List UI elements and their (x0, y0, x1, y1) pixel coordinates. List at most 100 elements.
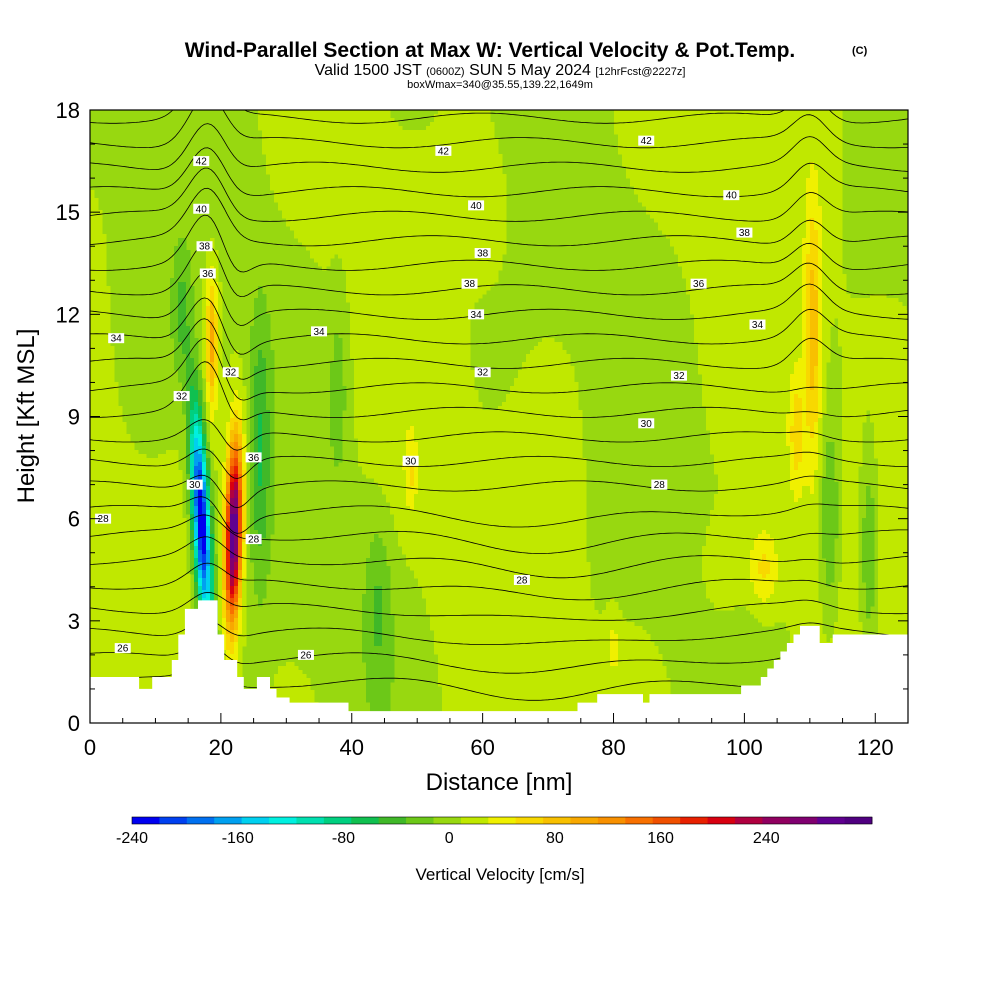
velocity-cell (466, 142, 471, 147)
velocity-cell (838, 130, 843, 135)
velocity-cell (462, 270, 467, 275)
velocity-cell (462, 122, 467, 127)
velocity-cell (790, 234, 795, 239)
velocity-cell (206, 278, 211, 283)
velocity-cell (370, 226, 375, 231)
velocity-cell (446, 110, 451, 115)
velocity-cell (434, 214, 439, 219)
velocity-cell (378, 270, 383, 275)
velocity-cell (434, 258, 439, 263)
velocity-cell (366, 190, 371, 195)
velocity-cell (322, 118, 327, 123)
velocity-cell (618, 126, 623, 131)
velocity-cell (322, 202, 327, 207)
velocity-cell (742, 290, 747, 295)
velocity-cell (342, 146, 347, 151)
velocity-cell (762, 254, 767, 259)
velocity-cell (286, 182, 291, 187)
velocity-cell (470, 154, 475, 159)
velocity-cell (690, 210, 695, 215)
velocity-cell (486, 182, 491, 187)
velocity-cell (366, 138, 371, 143)
velocity-cell (734, 234, 739, 239)
velocity-cell (346, 254, 351, 259)
velocity-cell (338, 134, 343, 139)
velocity-cell (322, 158, 327, 163)
velocity-cell (750, 210, 755, 215)
velocity-cell (710, 154, 715, 159)
velocity-cell (386, 146, 391, 151)
velocity-cell (678, 242, 683, 247)
velocity-cell (362, 278, 367, 283)
velocity-cell (90, 270, 95, 275)
velocity-cell (814, 206, 819, 211)
velocity-cell (818, 254, 823, 259)
velocity-cell (714, 226, 719, 231)
velocity-cell (818, 234, 823, 239)
velocity-cell (838, 158, 843, 163)
velocity-cell (438, 278, 443, 283)
velocity-cell (354, 158, 359, 163)
velocity-cell (638, 162, 643, 167)
velocity-cell (710, 158, 715, 163)
velocity-cell (338, 222, 343, 227)
velocity-cell (490, 146, 495, 151)
velocity-cell (274, 166, 279, 171)
velocity-cell (434, 226, 439, 231)
velocity-cell (394, 126, 399, 131)
velocity-cell (374, 162, 379, 167)
velocity-cell (334, 110, 339, 115)
velocity-cell (390, 118, 395, 123)
velocity-cell (206, 250, 211, 255)
velocity-cell (426, 134, 431, 139)
velocity-cell (822, 198, 827, 203)
velocity-cell (694, 254, 699, 259)
velocity-cell (726, 210, 731, 215)
velocity-cell (730, 182, 735, 187)
velocity-cell (358, 126, 363, 131)
velocity-cell (638, 194, 643, 199)
velocity-cell (446, 202, 451, 207)
velocity-cell (450, 238, 455, 243)
velocity-cell (482, 194, 487, 199)
velocity-cell (258, 110, 263, 115)
velocity-cell (378, 262, 383, 267)
velocity-cell (330, 234, 335, 239)
velocity-cell (630, 146, 635, 151)
velocity-cell (342, 202, 347, 207)
velocity-cell (394, 230, 399, 235)
velocity-cell (490, 150, 495, 155)
velocity-cell (770, 278, 775, 283)
velocity-cell (694, 118, 699, 123)
velocity-cell (370, 206, 375, 211)
velocity-cell (818, 290, 823, 295)
velocity-cell (714, 250, 719, 255)
velocity-cell (454, 118, 459, 123)
velocity-cell (614, 122, 619, 127)
velocity-cell (778, 146, 783, 151)
velocity-cell (706, 146, 711, 151)
velocity-cell (330, 190, 335, 195)
velocity-cell (742, 274, 747, 279)
velocity-cell (390, 206, 395, 211)
velocity-cell (414, 222, 419, 227)
velocity-cell (706, 110, 711, 115)
velocity-cell (498, 226, 503, 231)
velocity-cell (778, 254, 783, 259)
velocity-cell (370, 234, 375, 239)
velocity-cell (794, 234, 799, 239)
velocity-cell (746, 258, 751, 263)
velocity-cell (290, 166, 295, 171)
velocity-cell (186, 278, 191, 283)
velocity-cell (790, 198, 795, 203)
velocity-cell (414, 270, 419, 275)
velocity-cell (322, 214, 327, 219)
velocity-cell (458, 282, 463, 287)
velocity-cell (754, 294, 759, 299)
velocity-cell (390, 194, 395, 199)
velocity-cell (698, 154, 703, 159)
velocity-cell (386, 194, 391, 199)
velocity-cell (358, 130, 363, 135)
velocity-cell (334, 142, 339, 147)
velocity-cell (658, 150, 663, 155)
